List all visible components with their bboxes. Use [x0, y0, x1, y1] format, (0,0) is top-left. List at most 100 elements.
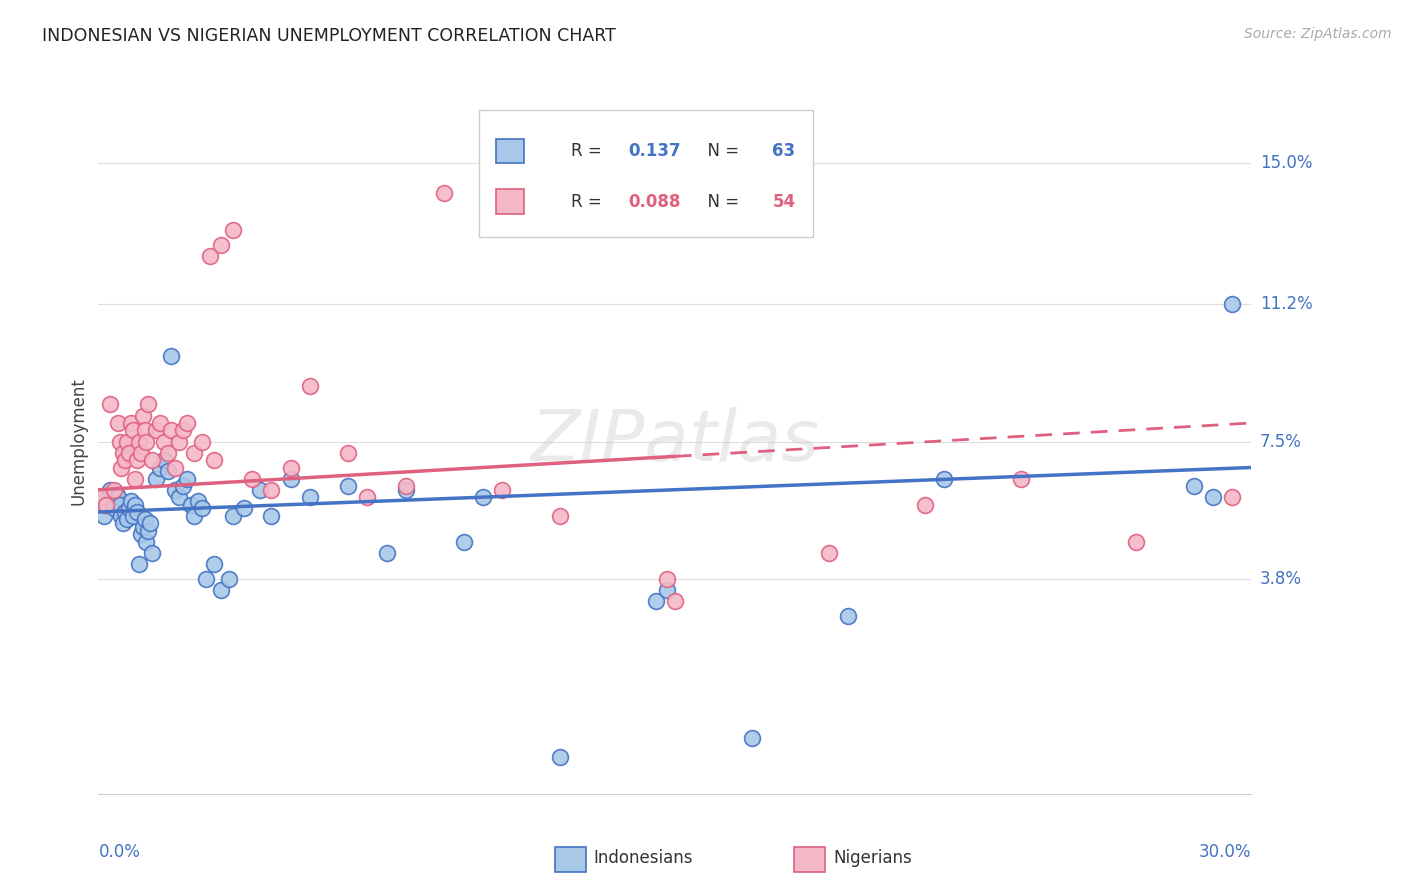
Text: Nigerians: Nigerians: [834, 849, 912, 867]
Point: [114, 505, 136, 519]
Point: [195, 572, 218, 586]
Point: [135, 434, 157, 449]
Point: [145, 472, 167, 486]
Text: ZIPatlas: ZIPatlas: [530, 407, 820, 476]
Point: [156, 464, 179, 478]
Point: [117, 434, 139, 449]
Text: 11.2%: 11.2%: [1260, 295, 1312, 313]
Point: [122, 508, 145, 523]
Point: [145, 424, 167, 438]
Text: 3.8%: 3.8%: [1260, 570, 1302, 588]
Text: Source: ZipAtlas.com: Source: ZipAtlas.com: [1244, 27, 1392, 41]
Bar: [496, 189, 524, 214]
Point: [209, 582, 232, 597]
Text: 54: 54: [772, 193, 796, 211]
Text: 0.137: 0.137: [628, 142, 681, 160]
Point: [149, 460, 172, 475]
Point: [129, 527, 152, 541]
Text: 7.5%: 7.5%: [1260, 433, 1302, 450]
Point: [97, 490, 120, 504]
Point: [932, 472, 955, 486]
Point: [110, 460, 132, 475]
Point: [548, 749, 571, 764]
Text: 63: 63: [772, 142, 796, 160]
Point: [172, 424, 194, 438]
Point: [101, 494, 124, 508]
Point: [1202, 490, 1225, 504]
Point: [491, 483, 513, 497]
Point: [141, 453, 163, 467]
Point: [149, 416, 172, 430]
Point: [103, 501, 125, 516]
Point: [1220, 297, 1243, 311]
Point: [118, 501, 141, 516]
Point: [110, 508, 132, 523]
Point: [128, 434, 150, 449]
Point: [167, 434, 190, 449]
Point: [108, 434, 131, 449]
Point: [187, 494, 209, 508]
Point: [104, 486, 127, 500]
Point: [260, 483, 283, 497]
Point: [337, 479, 360, 493]
Point: [160, 424, 183, 438]
Point: [156, 445, 179, 459]
Point: [138, 397, 160, 411]
Point: [112, 445, 135, 459]
Point: [395, 483, 418, 497]
Point: [741, 731, 763, 746]
Point: [240, 472, 263, 486]
Point: [191, 434, 214, 449]
Point: [107, 490, 129, 504]
Point: [139, 516, 162, 530]
Point: [202, 453, 225, 467]
Point: [128, 557, 150, 571]
Point: [453, 534, 475, 549]
Text: 15.0%: 15.0%: [1260, 154, 1312, 172]
Point: [112, 516, 135, 530]
Point: [138, 524, 160, 538]
Text: 0.088: 0.088: [628, 193, 681, 211]
Point: [1220, 490, 1243, 504]
Point: [198, 249, 221, 263]
Point: [1125, 534, 1147, 549]
Point: [817, 546, 839, 560]
Y-axis label: Unemployment: Unemployment: [69, 377, 87, 506]
Point: [664, 594, 686, 608]
Point: [107, 416, 129, 430]
Text: 0.0%: 0.0%: [98, 843, 141, 861]
Point: [218, 572, 240, 586]
Text: Indonesians: Indonesians: [593, 849, 693, 867]
Point: [280, 472, 302, 486]
Point: [125, 505, 148, 519]
Point: [433, 186, 456, 200]
Point: [280, 460, 302, 475]
Point: [298, 379, 321, 393]
Point: [298, 490, 321, 504]
Point: [120, 494, 142, 508]
Point: [124, 472, 146, 486]
Point: [202, 557, 225, 571]
Point: [118, 445, 141, 459]
Point: [160, 349, 183, 363]
Point: [94, 498, 117, 512]
Text: N =: N =: [697, 193, 745, 211]
Point: [117, 512, 139, 526]
Text: INDONESIAN VS NIGERIAN UNEMPLOYMENT CORRELATION CHART: INDONESIAN VS NIGERIAN UNEMPLOYMENT CORR…: [42, 27, 616, 45]
Point: [141, 546, 163, 560]
Point: [657, 572, 679, 586]
Point: [249, 483, 271, 497]
Point: [657, 582, 679, 597]
Point: [183, 445, 205, 459]
Point: [131, 520, 153, 534]
Point: [837, 608, 859, 623]
Point: [165, 460, 187, 475]
Point: [125, 453, 148, 467]
Text: R =: R =: [571, 142, 606, 160]
Point: [356, 490, 378, 504]
Point: [222, 223, 245, 237]
Point: [471, 490, 494, 504]
Point: [209, 238, 232, 252]
Point: [124, 498, 146, 512]
Point: [134, 512, 156, 526]
